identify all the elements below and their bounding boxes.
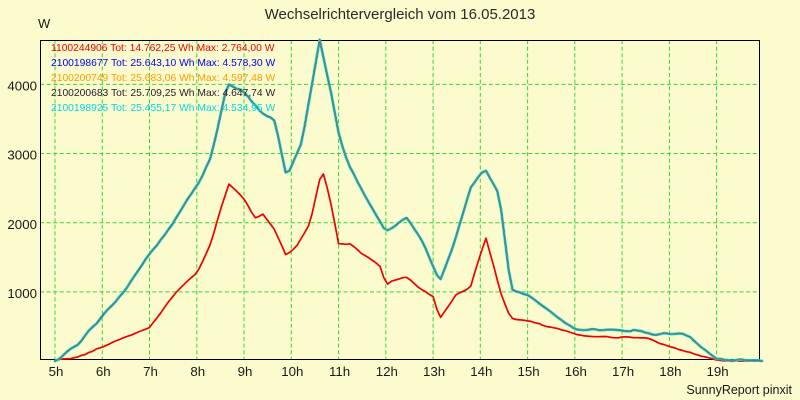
svg-text:13h: 13h (423, 364, 445, 379)
svg-text:2000: 2000 (7, 217, 37, 232)
svg-text:3000: 3000 (7, 148, 37, 163)
svg-text:18h: 18h (659, 364, 681, 379)
svg-text:19h: 19h (707, 364, 729, 379)
svg-text:10h: 10h (281, 364, 303, 379)
svg-text:4000: 4000 (7, 79, 37, 94)
svg-text:1000: 1000 (7, 286, 37, 301)
svg-text:5h: 5h (49, 364, 64, 379)
svg-text:6h: 6h (96, 364, 111, 379)
svg-text:17h: 17h (612, 364, 634, 379)
svg-text:11h: 11h (329, 364, 350, 379)
svg-text:7h: 7h (143, 364, 158, 379)
svg-text:14h: 14h (470, 364, 492, 379)
svg-text:9h: 9h (238, 364, 253, 379)
svg-text:16h: 16h (565, 364, 587, 379)
svg-text:12h: 12h (376, 364, 398, 379)
svg-text:15h: 15h (518, 364, 540, 379)
svg-text:8h: 8h (190, 364, 205, 379)
